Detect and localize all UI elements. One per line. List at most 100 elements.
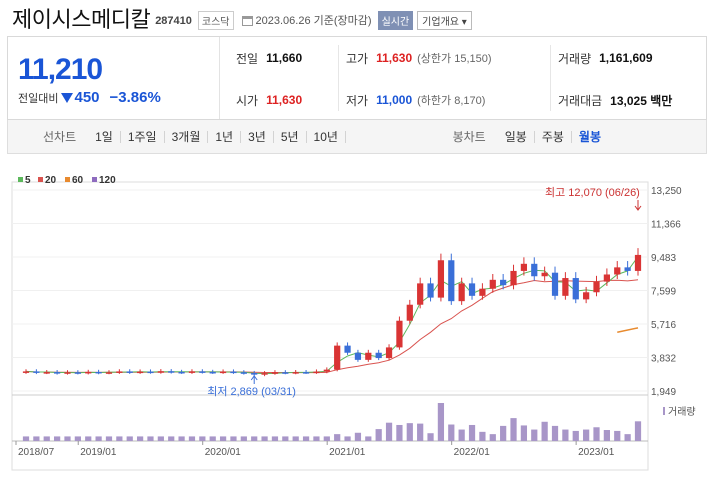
stock-header: 제이시스메디칼 287410 코스닥 2023.06.26 기준(장마감) 실시… xyxy=(0,0,713,36)
candle xyxy=(54,372,61,374)
prev-close-cell: 전일 11,660 xyxy=(236,48,302,68)
ma20-line xyxy=(25,279,639,374)
high-label: 고가 xyxy=(346,51,369,66)
candle xyxy=(468,283,476,296)
realtime-button[interactable]: 실시간 xyxy=(377,10,414,30)
volume-bar xyxy=(385,422,393,441)
divider xyxy=(550,45,551,111)
volume-bar xyxy=(427,433,434,441)
amount-cell: 거래대금 13,025 백만 xyxy=(558,90,672,110)
candle xyxy=(344,345,351,353)
period-1y[interactable]: 1년 xyxy=(208,130,242,143)
candle xyxy=(199,371,206,373)
volume-bar xyxy=(354,432,362,441)
amount-label: 거래대금 xyxy=(558,93,603,108)
volume-bar xyxy=(551,425,559,441)
volume-bar xyxy=(168,436,175,441)
y-tick-label: 5,716 xyxy=(651,320,676,331)
candle xyxy=(583,292,590,300)
volume-bar xyxy=(219,436,227,441)
candle xyxy=(385,347,393,359)
volume-bar xyxy=(458,429,465,441)
period-10y[interactable]: 10년 xyxy=(307,130,346,143)
volume-bar xyxy=(593,427,600,441)
y-tick-label: 11,366 xyxy=(651,220,681,231)
candle xyxy=(240,372,247,374)
low-arrowhead-icon xyxy=(250,375,258,381)
line-chart-label: 선차트 xyxy=(43,130,77,144)
candle xyxy=(136,371,144,374)
volume-bar xyxy=(323,436,330,441)
company-name: 제이시스메디칼 xyxy=(12,7,151,32)
low-cell: 저가 11,000 (하한가 8,170) xyxy=(346,90,485,110)
candle xyxy=(271,372,279,374)
x-tick-label: 2020/01 xyxy=(205,447,242,458)
candle xyxy=(251,373,258,375)
candle xyxy=(396,320,403,348)
candle xyxy=(157,371,164,373)
stock-chart[interactable]: 13,250 11,366 9,483 7,599 5,716 3,832 1,949 5 20… xyxy=(0,154,713,486)
candle xyxy=(593,281,600,293)
candle-weekly[interactable]: 주봉 xyxy=(535,130,572,143)
volume-bar xyxy=(344,436,351,441)
legend-label: 5 xyxy=(25,175,31,186)
volume-bar xyxy=(396,424,403,441)
candle xyxy=(323,369,330,372)
period-3m[interactable]: 3개월 xyxy=(165,130,209,143)
x-tick-label: 2018/07 xyxy=(18,447,55,458)
low-annotation: 최저 2,869 (03/31) xyxy=(207,385,296,398)
candle xyxy=(551,272,559,296)
candle xyxy=(448,260,455,302)
period-1d[interactable]: 1일 xyxy=(88,130,121,143)
period-selector: 선차트 1일 1주일 3개월 1년 3년 5년 10년 봉차트 일봉 주봉 월봉 xyxy=(7,120,707,154)
period-5y[interactable]: 5년 xyxy=(274,130,307,143)
volume-bar xyxy=(240,436,247,441)
volume-cell: 거래량 1,161,609 xyxy=(558,48,653,68)
candle-daily[interactable]: 일봉 xyxy=(498,130,535,143)
volume-bar xyxy=(199,436,206,441)
ma60-line xyxy=(617,327,639,334)
volume-bar xyxy=(634,421,642,441)
volume-bar xyxy=(302,436,310,441)
open-value: 11,630 xyxy=(266,93,303,107)
company-overview-button[interactable]: 기업개요 ▾ xyxy=(417,10,472,30)
candle xyxy=(375,352,382,359)
change-percent: −3.86% xyxy=(109,89,161,106)
candle xyxy=(624,267,631,271)
candle-chart-label: 봉차트 xyxy=(452,130,486,144)
volume-bar xyxy=(271,436,279,441)
period-3y[interactable]: 3년 xyxy=(241,130,274,143)
change-row: 전일대비 450 −3.86% xyxy=(18,89,219,106)
volume-bar xyxy=(230,436,237,441)
candle-selector: 봉차트 일봉 주봉 월봉 xyxy=(453,128,608,145)
candle xyxy=(354,352,362,360)
candle xyxy=(458,283,465,302)
volume-bar xyxy=(624,434,631,441)
volume-label: 거래량 xyxy=(558,51,592,66)
amount-value: 13,025 백만 xyxy=(610,93,673,108)
candle xyxy=(105,372,113,374)
candle xyxy=(500,279,507,286)
change-label: 전일대비 xyxy=(18,92,59,105)
period-1w[interactable]: 1주일 xyxy=(121,130,165,143)
volume-bar xyxy=(334,434,341,441)
volume-bar xyxy=(74,436,81,441)
upper-limit: (상한가 15,150) xyxy=(417,53,492,65)
legend-swatch xyxy=(92,177,97,182)
volume-bar xyxy=(54,436,61,441)
candle xyxy=(22,371,30,373)
candle xyxy=(510,270,517,286)
candle xyxy=(427,283,434,298)
x-tick-label: 2019/01 xyxy=(80,447,117,458)
candle xyxy=(282,372,289,374)
high-cell: 고가 11,630 (상한가 15,150) xyxy=(346,48,492,68)
volume-bar xyxy=(468,424,476,441)
candle xyxy=(219,371,227,374)
change-amount: 450 xyxy=(74,89,100,106)
candle xyxy=(406,304,413,321)
prev-close-label: 전일 xyxy=(236,51,259,66)
candle xyxy=(302,372,310,374)
candle-monthly[interactable]: 월봉 xyxy=(578,129,601,144)
y-tick-label: 1,949 xyxy=(651,387,676,398)
candle xyxy=(230,371,237,374)
